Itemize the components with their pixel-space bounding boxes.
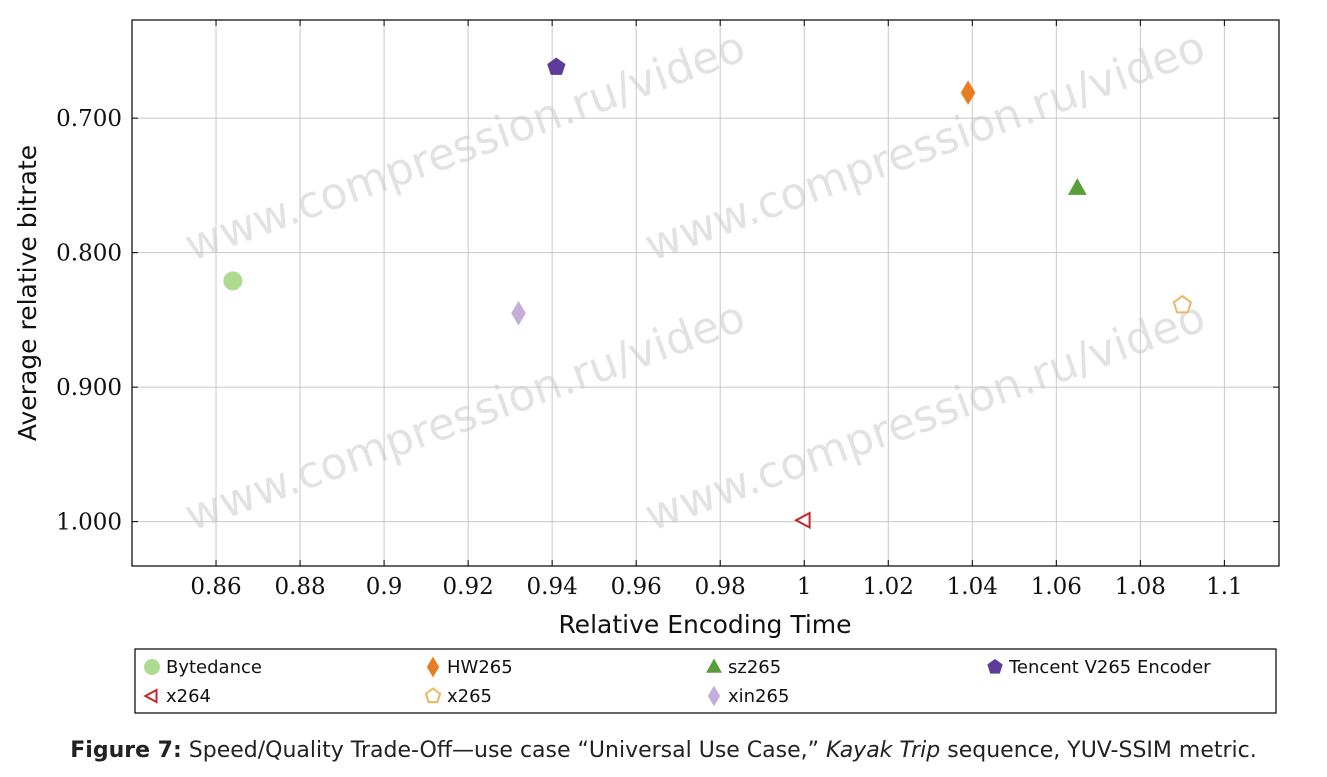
legend-label-hw265: HW265 bbox=[447, 657, 513, 678]
point-bytedance bbox=[223, 271, 243, 291]
chart: www.compression.ru/videowww.compression.… bbox=[13, 19, 1280, 714]
x-tick-labels: 0.86 0.88 0.9 0.92 0.94 0.96 0.98 1 1.02 1.04 1.06… bbox=[190, 574, 1242, 600]
legend-label-xin265: xin265 bbox=[728, 686, 789, 707]
grid bbox=[132, 20, 1279, 566]
x-tick-label: 0.94 bbox=[527, 574, 578, 600]
plot-frame bbox=[131, 19, 1280, 567]
x-tick-label: 1.06 bbox=[1031, 574, 1082, 600]
y-tick-label: 0.800 bbox=[56, 241, 122, 267]
legend-marker-bytedance bbox=[144, 659, 160, 675]
data-points bbox=[223, 57, 1193, 530]
x-tick-label: 0.9 bbox=[366, 574, 403, 600]
legend-label-bytedance: Bytedance bbox=[166, 657, 262, 678]
x-tick-label: 0.92 bbox=[443, 574, 494, 600]
y-tick-label: 0.900 bbox=[56, 375, 122, 401]
figure-caption: Figure 7: Speed/Quality Trade-Off—use ca… bbox=[0, 738, 1327, 763]
x-tick-label: 0.88 bbox=[274, 574, 325, 600]
x-tick-label: 1.08 bbox=[1115, 574, 1166, 600]
x-tick-label: 1.04 bbox=[947, 574, 998, 600]
y-tick-labels: 0.700 0.800 0.900 1.000 bbox=[56, 106, 122, 535]
x-tick-label: 1 bbox=[797, 574, 812, 600]
legend-label-sz265: sz265 bbox=[728, 657, 781, 678]
x-tick-label: 1.1 bbox=[1206, 574, 1243, 600]
y-axis-label: Average relative bitrate bbox=[13, 145, 42, 441]
point-hw265 bbox=[960, 80, 976, 105]
x-tick-label: 0.98 bbox=[695, 574, 746, 600]
legend-label-tencent-v265-encoder: Tencent V265 Encoder bbox=[1008, 657, 1211, 678]
y-tick-label: 1.000 bbox=[56, 510, 122, 536]
legend: Bytedance HW265 sz265 Tencent V265 Encoder x… bbox=[143, 656, 1211, 707]
point-xin265 bbox=[511, 300, 526, 326]
x-tick-label: 0.96 bbox=[611, 574, 662, 600]
legend-label-x264: x264 bbox=[166, 686, 211, 707]
legend-label-x265: x265 bbox=[447, 686, 492, 707]
legend-marker-sz265 bbox=[706, 658, 722, 673]
caption-sequence: Kayak Trip bbox=[826, 738, 941, 763]
figure-label: Figure 7: bbox=[70, 738, 182, 763]
point-x264 bbox=[793, 511, 811, 530]
x-axis-label: Relative Encoding Time bbox=[558, 610, 851, 639]
x-tick-label: 0.86 bbox=[190, 574, 241, 600]
legend-box bbox=[134, 648, 1277, 714]
legend-marker-x265 bbox=[424, 687, 442, 704]
point-tencent-v265-encoder bbox=[547, 57, 566, 75]
point-sz265 bbox=[1067, 178, 1087, 195]
legend-marker-x264 bbox=[143, 688, 158, 704]
legend-marker-tencent-v265-encoder bbox=[987, 658, 1003, 674]
x-tick-label: 1.02 bbox=[863, 574, 914, 600]
y-tick-label: 0.700 bbox=[56, 106, 122, 132]
caption-text-after: sequence, YUV-SSIM metric. bbox=[940, 738, 1257, 763]
legend-marker-hw265 bbox=[426, 656, 440, 678]
point-x265 bbox=[1172, 294, 1193, 314]
caption-text-before: Speed/Quality Trade-Off—use case “Univer… bbox=[181, 738, 827, 763]
legend-marker-xin265 bbox=[707, 685, 721, 707]
